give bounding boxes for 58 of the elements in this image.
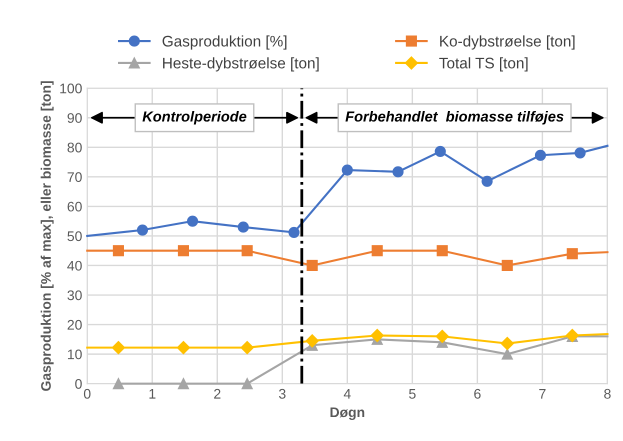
x-tick-label: 1 [149,389,156,399]
point [502,348,513,360]
legend-label: Total TS [ton] [439,57,528,72]
line-series [86,144,608,238]
y-tick-label: 70 [68,172,82,182]
point [136,224,148,236]
x-axis-title: Døgn [330,407,364,420]
point [112,378,124,390]
point [242,378,253,390]
x-tick-label: 0 [84,388,91,399]
x-tick-label: 4 [344,389,351,399]
point [502,260,513,272]
point [112,341,126,354]
y-tick-label: 0 [75,379,82,389]
point [566,248,578,260]
x-tick-label: 6 [474,388,481,399]
point [392,166,404,178]
y-tick-label: 20 [68,320,82,330]
point [178,378,190,390]
y-tick-label: 50 [67,231,82,242]
y-tick-label: 60 [68,202,82,212]
point [112,245,124,256]
point [342,164,353,176]
y-tick-label: 100 [60,84,82,94]
point [306,260,318,272]
x-tick-label: 8 [604,388,611,399]
x-tick-label: 7 [539,389,546,399]
x-tick-label: 2 [214,388,220,399]
point [534,150,546,161]
point [178,245,190,256]
point [242,245,253,256]
annotation: Kontrolperiode [142,110,246,125]
y-tick-label: 10 [68,349,82,360]
y-tick-label: 30 [67,290,82,300]
y-tick-label: 90 [68,113,82,123]
annotation: Forbehandlet biomasse tilføjes [345,110,564,125]
point [372,245,383,256]
legend-label: Ko-dybstrøelse [ton] [440,35,575,50]
point [306,334,319,348]
point [434,146,446,157]
x-tick-label: 5 [409,389,416,399]
point [482,176,493,187]
point [288,226,300,238]
y-axis-title: Gasproduktion [% af max], eller biomasse [ton] [40,81,54,391]
point [370,328,384,342]
x-tick-label: 3 [278,388,286,399]
legend-label: Heste-dybstrøelse [ton] [163,57,319,72]
point [574,147,586,158]
point [500,336,514,350]
point [436,330,449,343]
point [240,341,254,354]
point [436,245,448,256]
point [238,222,249,233]
point [187,216,198,227]
y-tick-label: 80 [68,142,82,152]
point [176,341,190,354]
y-tick-label: 40 [67,260,82,271]
legend-label: Gasproduktion [%] [162,35,286,50]
